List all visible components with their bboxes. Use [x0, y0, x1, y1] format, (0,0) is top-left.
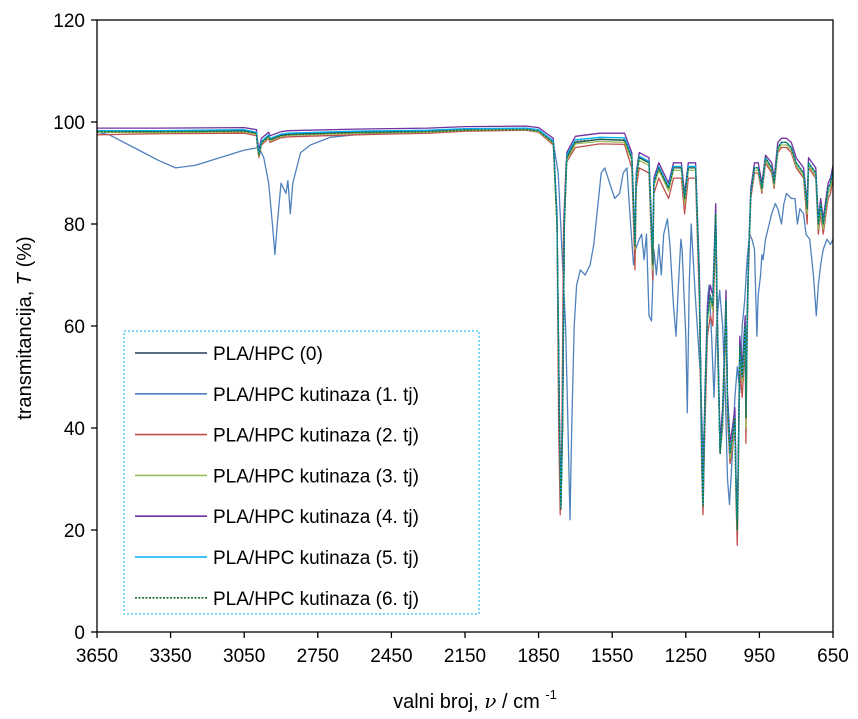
axes-layer: 0 20 40 60 80 100 120 3650 3350 3050 2750 2450 2150 1…	[53, 11, 849, 667]
series-layer	[97, 125, 833, 546]
legend: PLA/HPC (0) PLA/HPC kutinaza (1. tj) PLA/H…	[123, 330, 480, 615]
x-axis-title-unit-exponent: -1	[545, 687, 557, 702]
y-axis-title-unit: (%)	[14, 236, 36, 267]
x-axis-title: valni broj, ν / cm -1	[393, 687, 557, 713]
x-tick-label: 1550	[591, 646, 633, 667]
y-axis-title-symbol: T	[14, 271, 36, 285]
series-line-7	[97, 129, 833, 531]
y-axis-title-label: transmitancija,	[14, 291, 36, 420]
legend-label-3: PLA/HPC kutinaza (2. tj)	[213, 426, 419, 447]
legend-label-7: PLA/HPC kutinaza (6. tj)	[213, 589, 419, 610]
x-tick-label: 950	[744, 646, 776, 667]
legend-label-5: PLA/HPC kutinaza (4. tj)	[213, 507, 419, 528]
x-tick-label: 1250	[665, 646, 707, 667]
y-tick-label: 80	[64, 215, 85, 236]
y-tick-label: 60	[64, 317, 85, 338]
y-tick-label: 40	[64, 419, 85, 440]
x-tick-label: 3350	[149, 646, 191, 667]
legend-label-2: PLA/HPC kutinaza (1. tj)	[213, 385, 419, 406]
y-axis-title: transmitancija, T (%)	[14, 236, 36, 419]
y-tick-label: 20	[64, 521, 85, 542]
x-tick-label: 3050	[223, 646, 265, 667]
x-tick-label: 2750	[297, 646, 339, 667]
x-tick-label: 2150	[444, 646, 486, 667]
legend-box	[123, 330, 480, 615]
x-axis-title-symbol: ν	[484, 689, 496, 713]
legend-label-6: PLA/HPC kutinaza (5. tj)	[213, 548, 419, 569]
y-tick-label: 100	[53, 113, 85, 134]
y-tick-label: 120	[53, 11, 85, 32]
x-tick-label: 2450	[370, 646, 412, 667]
y-tick-label: 0	[74, 623, 85, 644]
legend-label-1: PLA/HPC (0)	[213, 344, 323, 365]
series-line-6	[97, 127, 833, 531]
x-axis-title-unit: / cm	[502, 691, 540, 713]
x-tick-label: 650	[817, 646, 849, 667]
x-axis-title-label: valni broj,	[393, 691, 479, 713]
x-tick-label: 3650	[76, 646, 118, 667]
series-line-2	[97, 128, 833, 521]
x-tick-label: 1850	[517, 646, 559, 667]
series-lines	[97, 125, 833, 546]
legend-label-4: PLA/HPC kutinaza (3. tj)	[213, 466, 419, 487]
